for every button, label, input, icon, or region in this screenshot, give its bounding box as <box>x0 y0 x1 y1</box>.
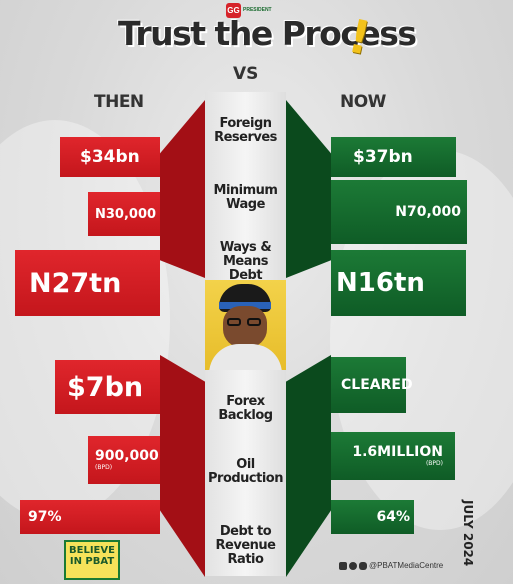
face-shape <box>223 306 267 348</box>
now-value-forex-backlog: CLEARED <box>331 357 413 413</box>
now-value-debt-revenue-ratio: 64% <box>331 500 414 534</box>
cap-band-shape <box>219 302 271 309</box>
metric-label-ways-means-debt: Ways & Means Debt <box>219 240 272 283</box>
believe-line-2: IN PBAT <box>69 556 115 567</box>
now-fold <box>286 100 331 278</box>
glasses-shape <box>247 318 261 326</box>
then-heading: THEN <box>94 92 144 112</box>
then-value-oil-production: 900,000 (BPD) <box>88 436 160 484</box>
robe-shape <box>209 344 282 370</box>
then-unit: (BPD) <box>95 464 113 471</box>
logo-mark: GG <box>226 2 241 18</box>
metric-label-minimum-wage: Minimum Wage <box>213 183 278 212</box>
believe-badge: BELIEVE IN PBAT <box>64 540 120 580</box>
then-value-minimum-wage: N30,000 <box>88 192 160 236</box>
metric-label-foreign-reserves: Foreign Reserves <box>214 116 277 145</box>
facebook-icon <box>349 561 357 570</box>
then-value-debt-revenue-ratio: 97% <box>20 500 160 534</box>
vs-label: VS <box>233 64 259 84</box>
president-portrait <box>205 280 286 370</box>
then-value-foreign-reserves: $34bn <box>60 137 160 177</box>
x-icon <box>339 561 347 570</box>
logo-text: PRESIDENT <box>243 7 272 13</box>
then-fold <box>160 100 205 278</box>
now-unit: (BPD) <box>425 460 443 467</box>
now-fold <box>286 355 331 577</box>
brand-logo: GG PRESIDENT <box>226 2 272 18</box>
then-value-ways-means-debt: N27tn <box>15 250 160 316</box>
now-heading: NOW <box>340 92 386 112</box>
page-title: Trust the Process <box>118 14 417 53</box>
believe-line-1: BELIEVE <box>69 545 115 556</box>
metric-label-debt-revenue-ratio: Debt to Revenue Ratio <box>215 524 276 567</box>
now-value-foreign-reserves: $37bn <box>331 137 456 177</box>
metric-label-forex-backlog: Forex Backlog <box>218 394 273 423</box>
metric-label-oil-production: Oil Production <box>208 457 284 486</box>
then-fold <box>160 355 205 577</box>
now-value-oil-production: 1.6MILLION (BPD) <box>331 432 455 480</box>
date-label: JULY 2024 <box>461 500 475 567</box>
now-value-minimum-wage: N70,000 <box>331 180 467 244</box>
glasses-shape <box>227 318 241 326</box>
social-handle-text: @PBATMediaCentre <box>369 561 444 570</box>
now-value-ways-means-debt: N16tn <box>331 250 466 316</box>
instagram-icon <box>359 561 367 570</box>
social-handles: @PBATMediaCentre <box>339 561 443 570</box>
then-value-forex-backlog: $7bn <box>55 360 160 414</box>
